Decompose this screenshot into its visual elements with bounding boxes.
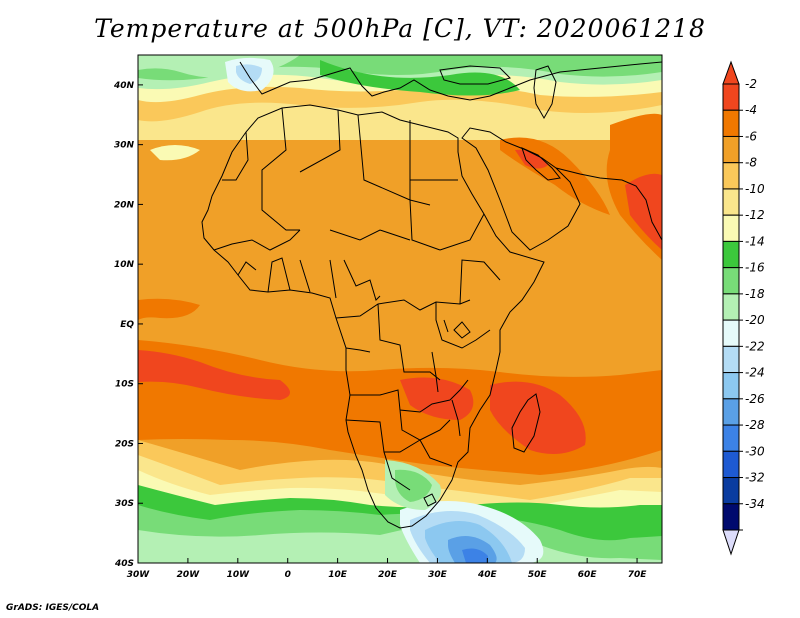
legend-label: -28 — [745, 418, 765, 432]
field-atlantic-2 — [138, 350, 290, 400]
legend-label: -2 — [745, 77, 757, 91]
lon-tick-label: 20E — [378, 570, 398, 580]
legend-swatch — [722, 83, 740, 111]
chart-title: Temperature at 500hPa [C], VT: 202006121… — [94, 14, 706, 43]
field-safrica-16 — [395, 469, 432, 502]
colorbar-legend: -2 -4 -6 -8 -10 -12 -14 -16 -18 -20 -22 -24 -26 -28 -3… — [722, 60, 765, 556]
iran-pakistan-coast — [555, 167, 662, 241]
legend-label: -32 — [745, 471, 765, 485]
legend-swatch — [722, 424, 740, 452]
field-nw-22 — [236, 64, 262, 84]
lon-tick-label: 0 — [285, 570, 291, 580]
field-madagascar-2 — [490, 381, 586, 454]
lakes — [431, 319, 471, 437]
legend-label: -16 — [745, 261, 765, 275]
europe-coast — [239, 61, 662, 101]
legend-swatch — [722, 188, 740, 216]
legend-swatch — [722, 109, 740, 137]
legend-label: -22 — [745, 339, 765, 353]
legend-label: -4 — [745, 103, 757, 117]
field-nw-patch — [150, 145, 200, 161]
legend-swatch — [722, 267, 740, 295]
field-south-28 — [462, 548, 488, 563]
legend-swatch — [722, 450, 740, 479]
legend-swatch — [722, 240, 740, 269]
lat-tick-label: 10N — [114, 260, 135, 270]
lon-tick-label: 10W — [227, 570, 251, 580]
coastlines — [201, 61, 662, 529]
field-west-4 — [138, 298, 200, 320]
legend-label: -24 — [745, 366, 765, 380]
legend-arrow-bottom — [722, 529, 740, 556]
legend-swatch — [722, 477, 740, 505]
legend-label: -34 — [745, 497, 765, 511]
field-band-med-14 — [320, 60, 520, 96]
lat-tick-label: 40S — [114, 559, 134, 569]
legend-label: -12 — [745, 208, 765, 222]
legend-label: -6 — [745, 129, 757, 143]
legend-swatch — [722, 293, 740, 321]
lon-tick-label: 30E — [428, 570, 448, 580]
borders-central — [335, 259, 501, 381]
lat-tick-label: 10S — [115, 380, 134, 390]
legend-label: -26 — [745, 392, 765, 406]
credit-text: GrADS: IGES/COLA — [6, 603, 100, 613]
black-sea — [439, 65, 511, 85]
lon-tick-label: 50E — [528, 570, 548, 580]
borders-west — [213, 229, 381, 301]
legend-label: -30 — [745, 444, 765, 458]
legend-swatch — [722, 503, 740, 531]
field-gulf-2 — [515, 149, 548, 169]
lon-tick-label: 40E — [477, 570, 498, 580]
lon-tick-label: 20W — [177, 570, 201, 580]
legend-swatch — [722, 398, 740, 426]
legend-arrow-top — [722, 60, 740, 85]
legend-label: -18 — [745, 287, 765, 301]
legend-swatch — [722, 214, 740, 242]
madagascar — [511, 393, 541, 453]
lesotho — [423, 493, 437, 507]
legend-label: -8 — [745, 156, 757, 170]
lat-tick-label: 20N — [114, 200, 135, 210]
legend-swatch — [722, 372, 740, 400]
lat-tick-label: 30N — [114, 141, 135, 151]
field-india-2 — [625, 173, 662, 250]
legend-swatch — [722, 319, 740, 347]
caspian — [533, 65, 557, 120]
map-frame — [137, 54, 663, 564]
africa-coastline — [201, 104, 545, 529]
legend-swatch — [722, 135, 740, 164]
lat-tick-label: EQ — [120, 320, 134, 330]
borders-south — [345, 379, 469, 491]
lon-tick-label: 70E — [628, 570, 648, 580]
lat-axis: 40N 30N 20N 10N EQ 10S 20S 30S 40S — [113, 81, 143, 569]
lat-tick-label: 20S — [115, 439, 134, 449]
legend-swatch — [722, 162, 740, 190]
temperature-field — [138, 55, 662, 563]
lon-tick-label: 60E — [578, 570, 598, 580]
legend-label: -10 — [745, 182, 765, 196]
arabia-coast — [461, 127, 581, 251]
legend-label: -14 — [745, 234, 765, 248]
lat-tick-label: 40N — [113, 81, 135, 91]
legend-label: -20 — [745, 313, 765, 327]
legend-swatch — [722, 345, 740, 374]
lat-tick-label: 30S — [115, 499, 134, 509]
lon-tick-label: 10E — [328, 570, 348, 580]
lon-axis: 30W 20W 10W 0 10E 20E 30E 40E 50E 60E 70E — [127, 558, 647, 580]
persian-gulf — [521, 147, 561, 181]
lon-tick-label: 30W — [127, 570, 151, 580]
borders-north — [222, 107, 485, 251]
